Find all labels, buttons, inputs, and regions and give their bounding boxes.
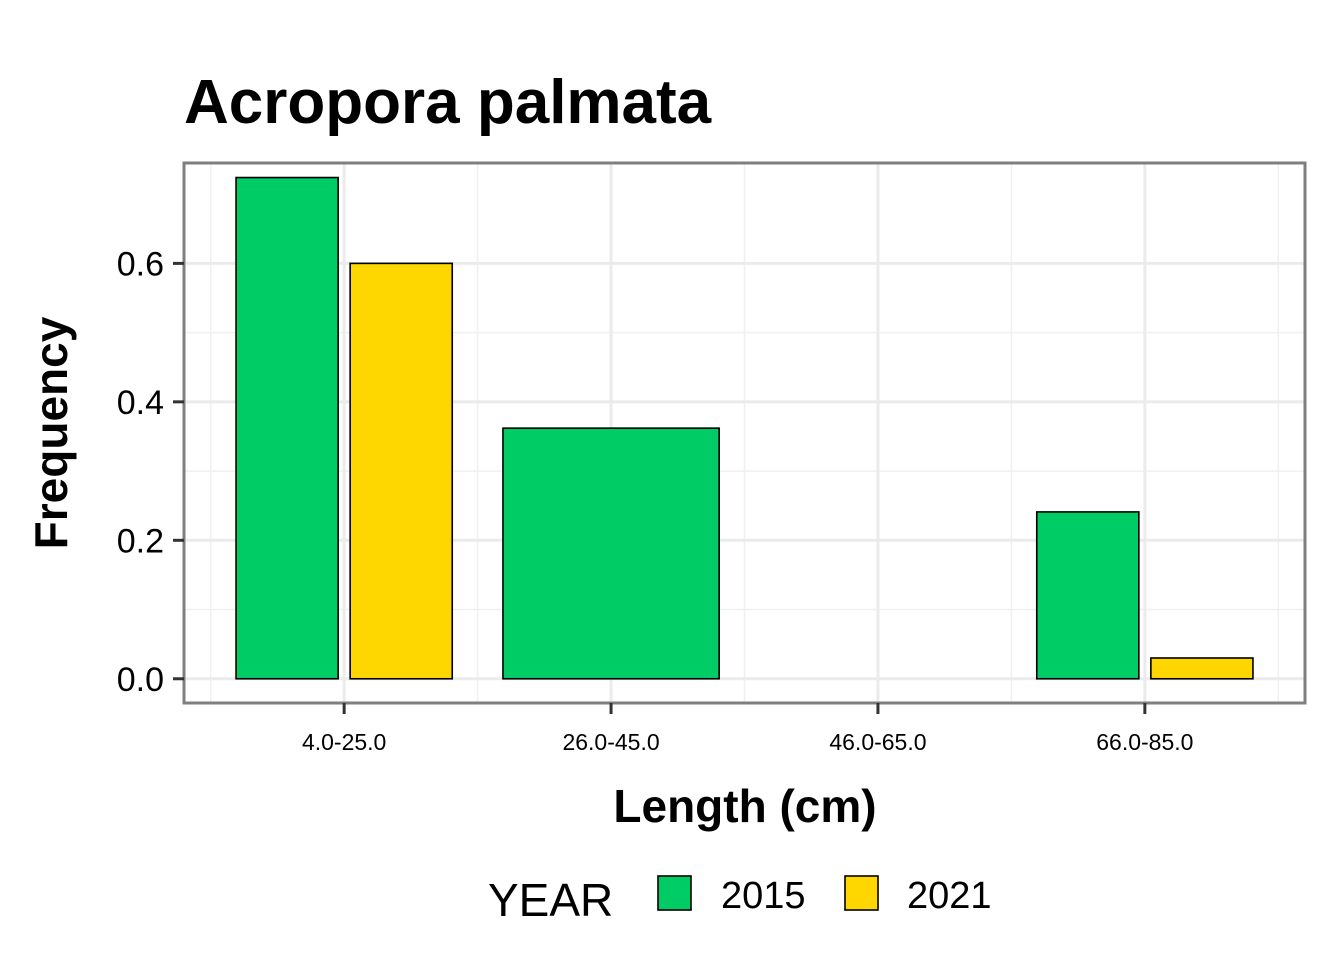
bars	[235, 176, 1254, 680]
x-axis-title: Length (cm)	[613, 780, 876, 832]
y-tick-label: 0.2	[117, 522, 164, 560]
bar-2021-66.0-85.0	[1150, 657, 1254, 680]
legend: YEAR 2015 2021	[488, 874, 992, 926]
bar-2015-66.0-85.0	[1035, 511, 1140, 680]
legend-title: YEAR	[488, 874, 613, 926]
plot-border	[182, 161, 1307, 705]
x-tick-label: 4.0-25.0	[302, 729, 386, 755]
axes: 0.0 0.2 0.4 0.6 4.0-25.0 26.0-45.0 46.0-65.0 66…	[117, 245, 1194, 755]
legend-label-2015: 2015	[721, 875, 806, 917]
y-tick-label: 0.0	[117, 661, 164, 699]
bar-2015-26.0-45.0	[502, 427, 720, 680]
chart-title: Acropora palmata	[184, 68, 712, 137]
x-tick-label: 46.0-65.0	[829, 729, 926, 755]
legend-key-2021	[844, 875, 879, 911]
legend-key-2015	[657, 875, 692, 911]
x-tick-label: 26.0-45.0	[562, 729, 659, 755]
bar-2021-4.0-25.0	[349, 262, 454, 680]
y-tick-label: 0.6	[117, 245, 164, 283]
bar-2015-4.0-25.0	[235, 176, 339, 680]
x-tick-label: 66.0-85.0	[1096, 729, 1193, 755]
legend-label-2021: 2021	[907, 875, 992, 917]
y-tick-label: 0.4	[117, 384, 164, 422]
y-axis-title: Frequency	[25, 316, 77, 549]
